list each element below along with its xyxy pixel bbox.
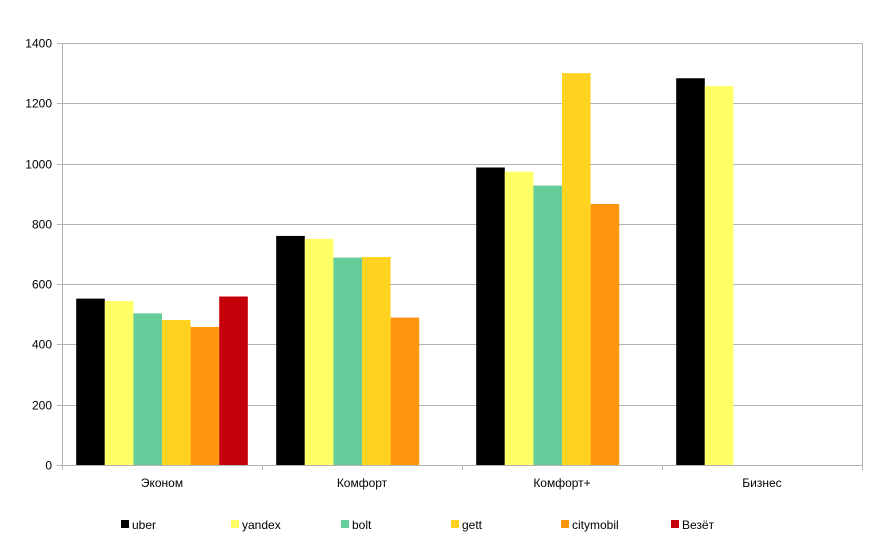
x-tick-label: Эконом <box>141 476 183 490</box>
y-tick-label: 200 <box>32 399 52 413</box>
y-tick-label: 1200 <box>25 97 52 111</box>
legend-item: Везёт <box>671 518 715 532</box>
x-tick-label: Комфорт <box>337 476 388 490</box>
bar <box>133 313 162 465</box>
x-tick-label: Бизнес <box>742 476 781 490</box>
legend-item: uber <box>121 518 156 532</box>
bars <box>76 73 734 466</box>
bar <box>104 301 134 465</box>
y-tick-label: 0 <box>45 459 52 473</box>
y-tick-label: 800 <box>32 218 52 232</box>
bar <box>190 326 220 465</box>
axes: 0 200 400 600 800 1000 1200 1400 Эконом Комфорт Ко… <box>25 37 863 490</box>
bar <box>390 317 420 465</box>
bar <box>704 86 734 466</box>
legend-item: yandex <box>231 518 281 532</box>
legend-swatch <box>341 520 349 528</box>
bar <box>590 203 620 465</box>
bar <box>162 320 191 465</box>
bar <box>304 238 334 465</box>
legend-item: bolt <box>341 518 372 532</box>
bar <box>504 171 534 465</box>
bar <box>76 298 105 465</box>
legend: uber yandex bolt gett citymobil Везёт <box>121 518 715 532</box>
x-tick-label: Комфорт+ <box>533 476 590 490</box>
y-tick-label: 400 <box>32 338 52 352</box>
legend-swatch <box>231 520 239 528</box>
legend-item: gett <box>451 518 483 532</box>
legend-label: citymobil <box>572 518 619 532</box>
legend-label: Везёт <box>682 518 715 532</box>
bar <box>276 235 305 465</box>
legend-item: citymobil <box>561 518 619 532</box>
legend-label: uber <box>132 518 156 532</box>
legend-label: gett <box>462 518 483 532</box>
bar <box>476 167 505 466</box>
legend-label: bolt <box>352 518 372 532</box>
legend-swatch <box>451 520 459 528</box>
bar <box>219 296 248 465</box>
legend-swatch <box>561 520 569 528</box>
bar <box>676 78 705 465</box>
bar <box>533 185 562 465</box>
legend-label: yandex <box>242 518 281 532</box>
y-tick-label: 600 <box>32 278 52 292</box>
y-tick-label: 1000 <box>25 158 52 172</box>
legend-swatch <box>671 520 679 528</box>
y-tick-label: 1400 <box>25 37 52 51</box>
bar <box>333 257 362 465</box>
bar <box>562 73 591 466</box>
bar <box>362 257 391 465</box>
legend-swatch <box>121 520 129 528</box>
